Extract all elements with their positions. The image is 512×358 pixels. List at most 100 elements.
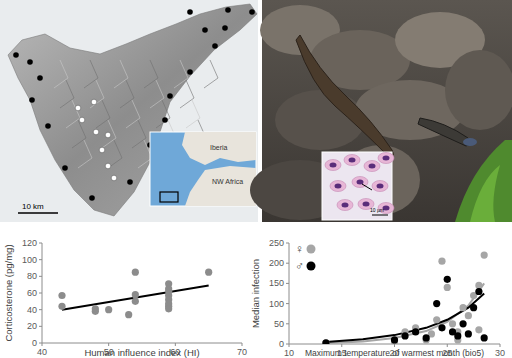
site-dot	[13, 52, 19, 58]
inset-land	[185, 166, 256, 206]
point	[132, 291, 139, 298]
relief	[132, 120, 146, 148]
photo-panel: 10 µm	[250, 0, 512, 222]
relief	[96, 100, 110, 128]
figure: 10 kmIberiaNW Africa10 µm405060700204060…	[0, 0, 512, 358]
site-dot	[105, 132, 111, 138]
y-tick-label: 250	[269, 238, 284, 248]
y-tick	[39, 326, 42, 327]
x-tick	[447, 344, 448, 347]
site-dot	[187, 69, 193, 75]
site-dot	[62, 165, 68, 171]
x-tick	[394, 344, 395, 347]
point	[481, 334, 488, 341]
rock	[445, 50, 512, 130]
chart: 1015202530050100150200250Maximum tempera…	[250, 238, 505, 358]
point	[433, 316, 440, 323]
point	[438, 258, 445, 265]
lizard	[418, 118, 471, 146]
y-tick	[39, 343, 42, 344]
site-dot	[75, 105, 81, 111]
blood-cell	[378, 153, 394, 164]
relief	[150, 80, 164, 108]
y-tick	[39, 309, 42, 310]
relief	[72, 120, 86, 148]
point	[475, 326, 482, 333]
scale-label: 10 µm	[370, 207, 384, 213]
y-axis-label: Corticosterone (pg/mg)	[3, 244, 14, 341]
y-tick-label: 100	[269, 299, 284, 309]
point	[459, 320, 466, 327]
y-tick-label: 60	[27, 288, 37, 298]
blood-cell	[344, 155, 360, 166]
x-tick-label: 30	[495, 348, 505, 358]
plant	[470, 165, 500, 222]
relief	[54, 60, 68, 88]
y-tick-label: 150	[269, 278, 284, 288]
plant	[455, 140, 512, 222]
relief	[156, 100, 170, 128]
relief	[174, 60, 188, 88]
x-axis-label: Human influence index (HI)	[84, 347, 199, 358]
point	[470, 304, 477, 311]
point	[423, 334, 430, 341]
y-tick-label: 200	[269, 258, 284, 268]
legend: ♀♂	[295, 242, 316, 273]
cell-nucleus	[363, 202, 370, 207]
y-tick	[286, 323, 289, 324]
y-tick	[39, 243, 42, 244]
inset-label: Iberia	[210, 144, 228, 151]
lizard	[296, 35, 393, 156]
point	[205, 269, 212, 276]
cell-nucleus	[335, 184, 342, 189]
y-tick	[286, 263, 289, 264]
x-tick-label: 10	[284, 348, 294, 358]
y-tick-label: 0	[32, 338, 37, 348]
y-tick-label: 80	[27, 271, 37, 281]
point	[105, 306, 112, 313]
point	[459, 304, 466, 311]
site-dot	[187, 9, 193, 15]
y-tick	[39, 259, 42, 260]
site-dot	[162, 117, 168, 123]
blood-cell	[325, 160, 341, 171]
point	[391, 336, 398, 343]
y-tick-label: 100	[22, 255, 37, 265]
chart: 40506070020406080100120Human influence i…	[3, 238, 247, 358]
x-tick	[341, 344, 342, 347]
y-tick	[286, 303, 289, 304]
x-tick	[108, 343, 109, 346]
site-dot	[202, 27, 208, 33]
point	[322, 340, 329, 344]
point	[58, 303, 65, 310]
point	[444, 276, 451, 283]
map-panel: 10 kmIberiaNW Africa	[0, 0, 258, 222]
site-dot	[127, 179, 133, 185]
blood-cell	[372, 181, 388, 192]
site-dot	[27, 59, 33, 65]
site-dot	[91, 99, 97, 105]
scale-bar	[372, 215, 388, 216]
blood-cell	[330, 181, 346, 192]
cell-nucleus	[377, 184, 384, 189]
x-tick	[500, 344, 501, 347]
x-tick-label: 40	[37, 347, 47, 357]
point	[481, 252, 488, 259]
legend-marker	[307, 245, 316, 254]
y-tick	[286, 243, 289, 244]
blood-cell	[337, 200, 353, 211]
site-dot	[225, 7, 231, 13]
trend-line	[326, 294, 484, 342]
site-dot	[212, 43, 218, 49]
x-axis	[42, 343, 242, 344]
relief	[114, 60, 128, 88]
relief	[126, 100, 140, 128]
trend-line	[326, 283, 484, 343]
cell-nucleus	[383, 156, 390, 161]
relief	[204, 60, 218, 88]
x-tick-label: 70	[237, 347, 247, 357]
site-dot	[99, 147, 105, 153]
plot-area	[322, 252, 487, 344]
cell-nucleus	[349, 158, 356, 163]
point	[322, 339, 329, 344]
